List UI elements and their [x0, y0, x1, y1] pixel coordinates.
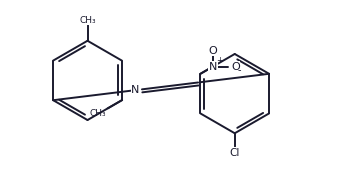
Text: O: O — [208, 46, 217, 56]
Text: -: - — [238, 65, 241, 75]
Text: N: N — [209, 62, 217, 72]
Text: CH₃: CH₃ — [90, 109, 107, 118]
Text: O: O — [231, 62, 240, 72]
Text: +: + — [216, 56, 223, 65]
Text: Cl: Cl — [230, 148, 240, 158]
Text: CH₃: CH₃ — [79, 16, 96, 25]
Text: N: N — [131, 85, 139, 95]
